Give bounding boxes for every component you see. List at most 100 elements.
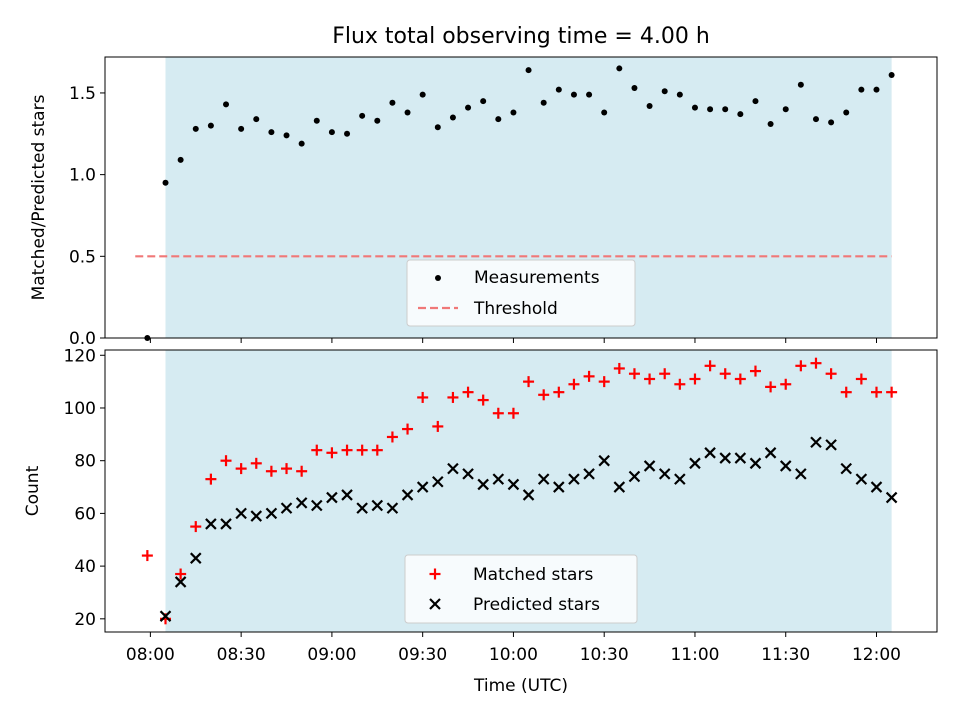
- measurement-point: [344, 130, 351, 137]
- x-marker-b: [371, 499, 384, 512]
- x-tick-label: 11:30: [761, 645, 810, 665]
- x-marker-b: [432, 475, 444, 488]
- measurement-point: [601, 109, 608, 116]
- predicted-star-point: [764, 447, 777, 459]
- matched-star-point: [326, 447, 338, 459]
- predicted-star-point: [250, 510, 263, 522]
- measurement-point: [434, 124, 441, 131]
- measurement-point: [691, 104, 698, 111]
- x-marker-b: [810, 436, 822, 449]
- matched-star-point: [795, 360, 807, 372]
- measurement-point: [888, 71, 895, 78]
- matched-star-point: [598, 376, 610, 388]
- predicted-star-point: [779, 460, 792, 472]
- measurement-point: [298, 140, 305, 147]
- matched-star-point: [356, 444, 368, 456]
- x-marker-b: [658, 468, 671, 480]
- x-marker-b: [507, 478, 520, 491]
- measurement-point: [268, 129, 275, 136]
- predicted-star-point: [628, 470, 641, 483]
- matched-star-point: [644, 373, 656, 385]
- predicted-star-point: [447, 462, 459, 475]
- x-marker-b: [174, 576, 187, 588]
- legend-matched-label: Matched stars: [473, 565, 593, 585]
- predicted-star-point: [401, 489, 414, 501]
- predicted-star-point: [795, 468, 807, 480]
- matched-star-point: [447, 391, 459, 403]
- matched-star-point: [250, 457, 262, 469]
- predicted-star-point: [704, 447, 716, 459]
- matched-star-point: [402, 423, 414, 435]
- x-tick-label: 12:00: [852, 645, 901, 665]
- x-marker-b: [386, 502, 399, 514]
- measurement-point: [374, 117, 381, 124]
- measurement-point: [465, 104, 472, 111]
- bottom-panel: 20 40 60 80 100 120 08:00 08:30 09:00 09:30 10:00 1…: [23, 346, 938, 696]
- matched-star-point: [175, 568, 187, 580]
- top-legend: Measurements Threshold: [406, 259, 636, 327]
- predicted-star-point: [522, 489, 535, 501]
- measurement-point: [586, 91, 593, 98]
- measurement-point: [480, 98, 487, 105]
- matched-star-point: [492, 407, 504, 419]
- x-axis-label: Time (UTC): [473, 676, 568, 696]
- matched-star-point: [523, 376, 535, 388]
- matched-star-point: [749, 365, 761, 377]
- measurement-point: [570, 91, 577, 98]
- matched-star-point: [220, 455, 232, 467]
- measurement-point: [510, 109, 517, 116]
- predicted-star-point: [326, 491, 338, 504]
- matched-star-point: [432, 420, 444, 432]
- x-marker-b: [583, 468, 595, 480]
- measurement-point: [737, 111, 744, 118]
- legend-threshold-label: Threshold: [473, 299, 558, 319]
- x-marker-b: [537, 473, 550, 485]
- x-marker-b: [613, 481, 626, 493]
- chart-title: Flux total observing time = 4.00 h: [332, 24, 710, 49]
- x-marker-b: [779, 460, 792, 472]
- bottom-y-tick-label: 60: [74, 504, 96, 524]
- predicted-star-point: [174, 576, 187, 588]
- predicted-star-point: [583, 468, 595, 480]
- legend-predicted-marker: [429, 598, 441, 610]
- legend-measurements-marker: [435, 275, 441, 281]
- matched-star-point: [553, 386, 565, 398]
- matched-star-point: [386, 431, 398, 443]
- predicted-star-point: [855, 473, 868, 485]
- x-tick-label: 10:30: [580, 645, 629, 665]
- matched-star-point: [659, 368, 671, 380]
- measurement-point: [752, 98, 759, 105]
- top-y-tick-label: 0.0: [69, 329, 96, 349]
- matched-star-point: [205, 473, 217, 485]
- measurement-point: [207, 122, 214, 129]
- predicted-star-point: [674, 473, 686, 485]
- matched-star-point: [371, 444, 383, 456]
- x-marker-b: [553, 481, 565, 493]
- predicted-star-point: [295, 497, 308, 509]
- bottom-axes-frame: [104, 349, 938, 633]
- matched-star-point: [734, 373, 746, 385]
- x-marker-b: [704, 447, 716, 459]
- x-marker-b: [870, 481, 883, 493]
- measurement-point: [646, 103, 653, 110]
- predicted-star-point: [492, 473, 505, 485]
- predicted-star-point: [734, 452, 747, 464]
- x-marker-b: [250, 510, 263, 522]
- top-panel: 0.0 0.5 1.0 1.5 Flux total observing time =…: [29, 24, 938, 349]
- measurement-point: [812, 116, 819, 123]
- predicted-star-point: [159, 610, 172, 622]
- measurement-point: [767, 120, 774, 127]
- matched-star-point: [341, 444, 353, 456]
- x-marker-b: [462, 468, 474, 480]
- x-marker-b: [220, 518, 232, 530]
- measurement-point: [797, 81, 804, 88]
- x-marker-b: [280, 502, 293, 514]
- measurement-point: [540, 99, 547, 106]
- measurement-point: [661, 88, 668, 95]
- predicted-star-point: [189, 552, 202, 564]
- measurement-point: [843, 109, 850, 116]
- measurement-point: [525, 67, 532, 74]
- predicted-star-point: [689, 457, 701, 470]
- matched-star-point: [462, 386, 474, 398]
